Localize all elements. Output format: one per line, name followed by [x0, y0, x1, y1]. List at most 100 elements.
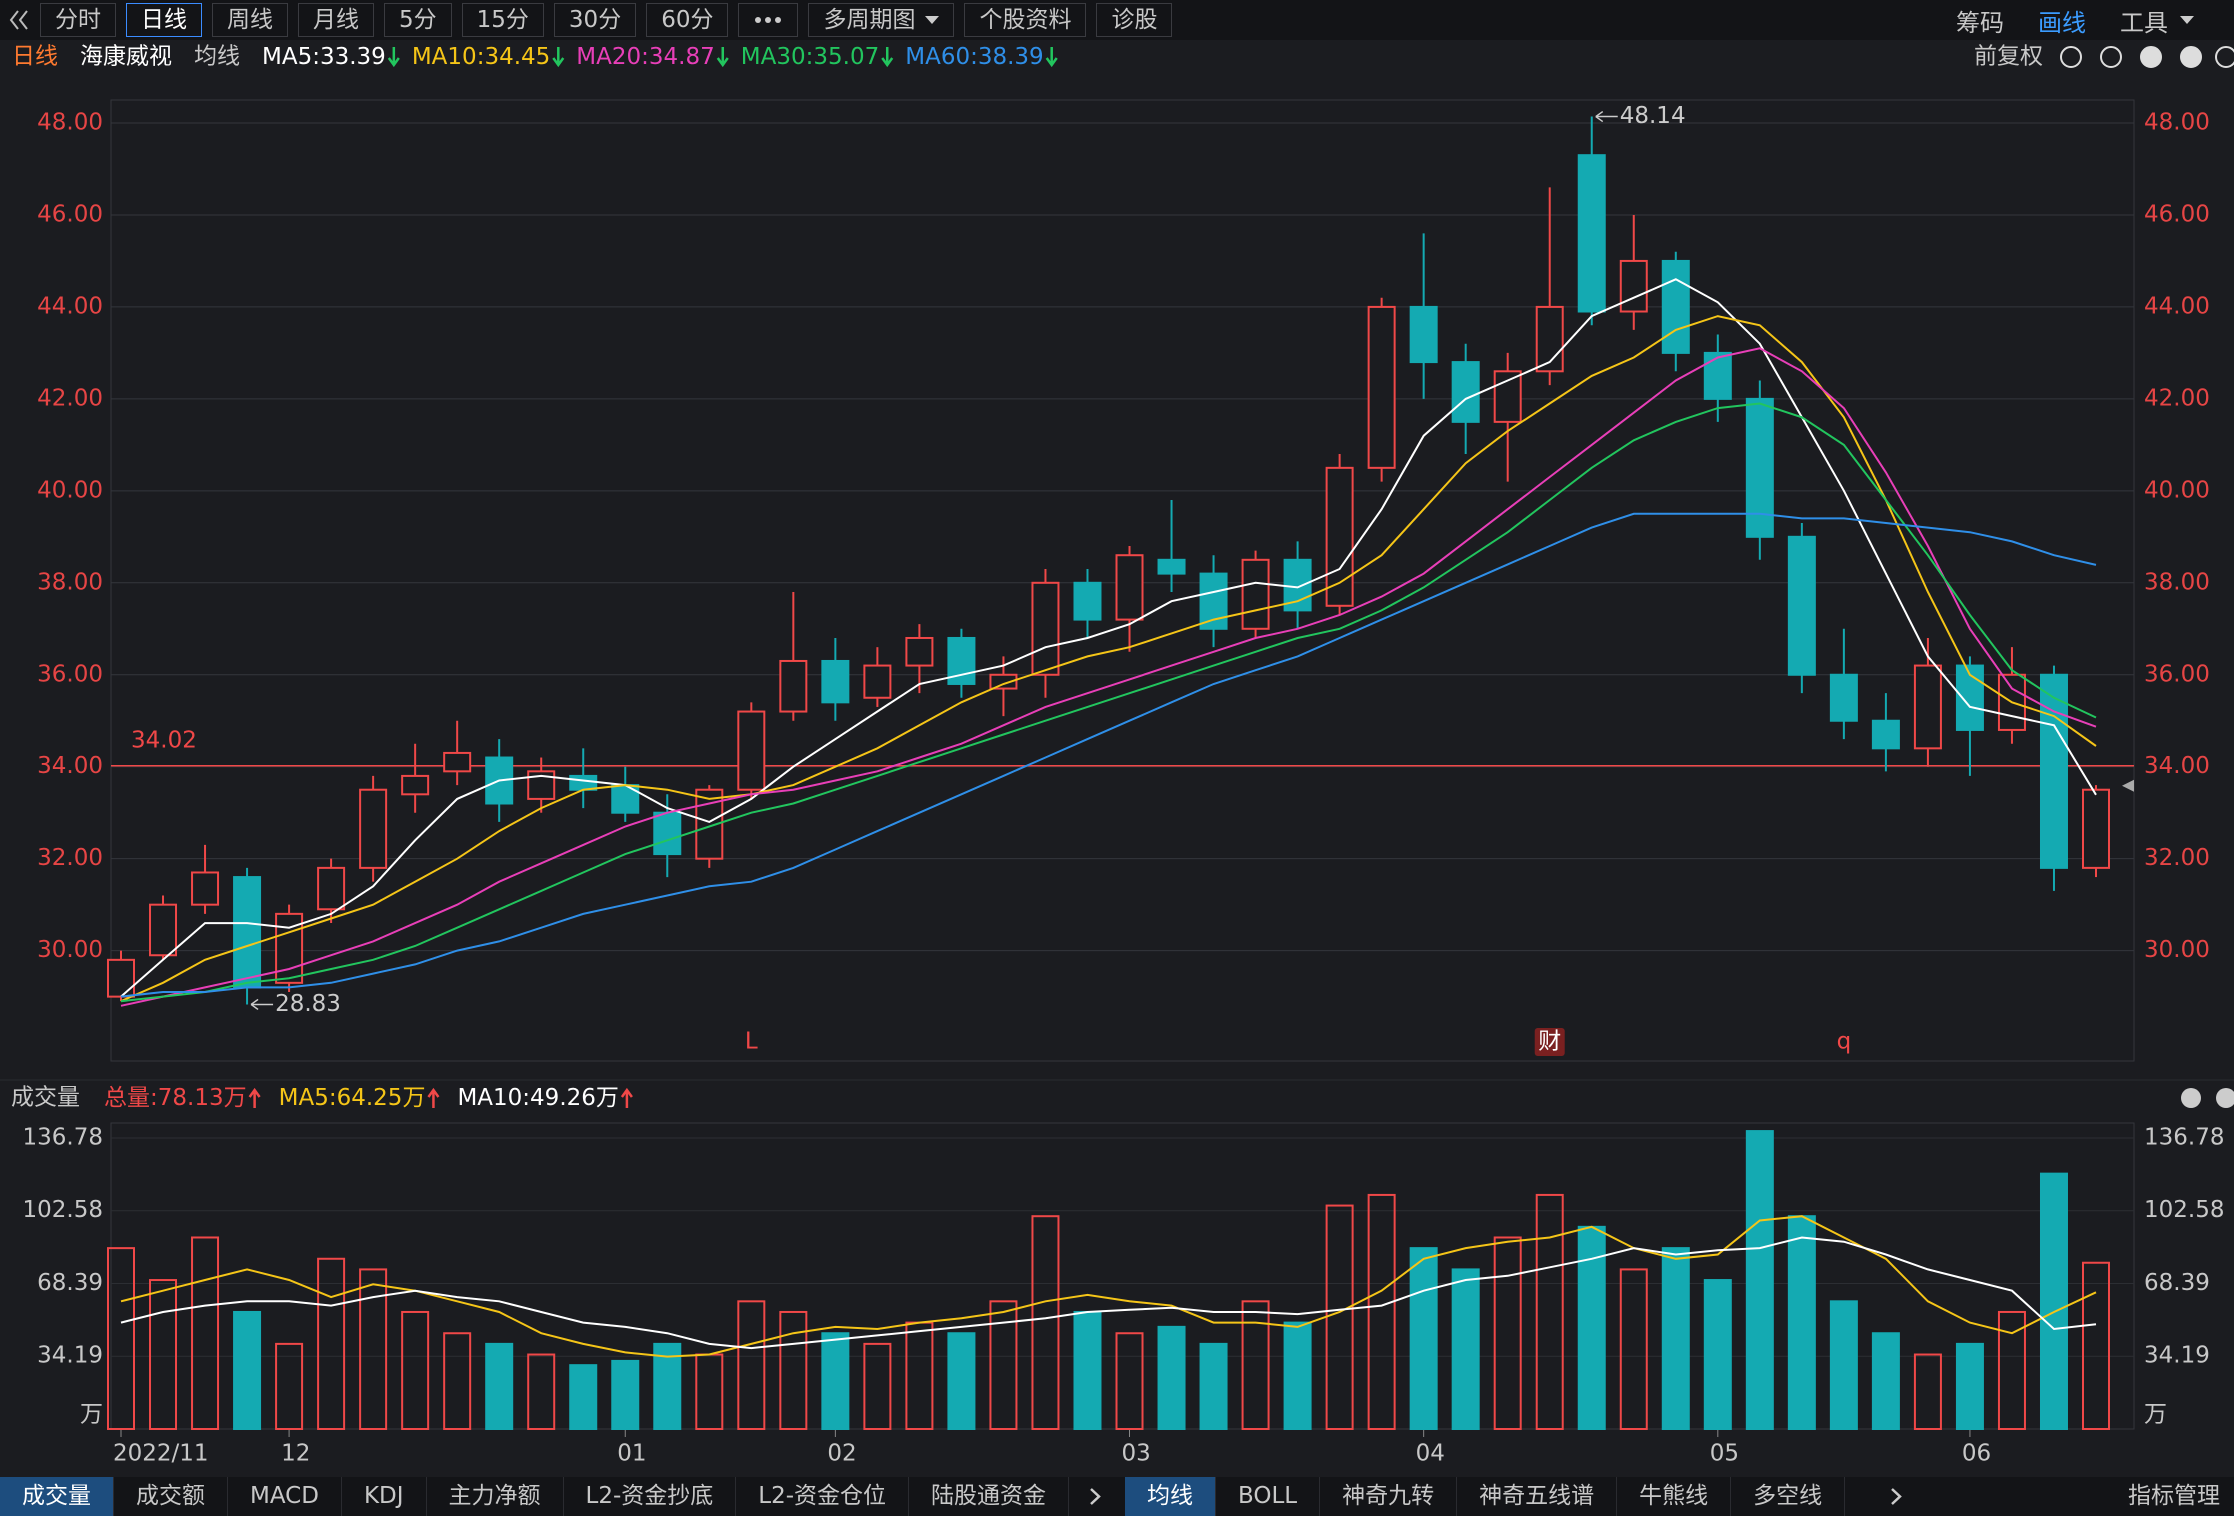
period-tab[interactable]: 15分: [461, 3, 544, 37]
volume-bar: [569, 1364, 598, 1431]
volume-bar: [1745, 1130, 1774, 1430]
indicator-manage[interactable]: 指标管理: [2128, 1483, 2220, 1509]
candle-body: [1871, 719, 1900, 750]
chart-tool[interactable]: [2140, 46, 2162, 68]
candle-body: [1157, 558, 1186, 575]
period-tab[interactable]: 分时: [40, 3, 116, 37]
indicator-tab[interactable]: KDJ: [342, 1477, 427, 1516]
period-tab[interactable]: 30分: [553, 3, 637, 37]
legend-item: MA10:49.26万: [457, 1085, 618, 1111]
volume-bar: [611, 1359, 640, 1430]
legend-value: 34.87: [649, 44, 715, 70]
icon[interactable]: [2180, 15, 2194, 25]
volume-bar: [1619, 1268, 1648, 1430]
period-tab[interactable]: 日线: [126, 3, 202, 37]
volume-bar: [275, 1342, 304, 1431]
x-tick-label: 05: [1710, 1441, 1739, 1467]
overlay-tab[interactable]: 多空线: [1731, 1477, 1846, 1516]
volume-bar: [1493, 1236, 1522, 1430]
legend-name: MA30: [741, 44, 806, 70]
volume-title: 成交量: [11, 1085, 80, 1111]
y-tick-label: 30.00: [37, 937, 103, 963]
candle-body: [905, 636, 934, 667]
overlay-tabs: 均线 BOLL 神奇九转 神奇五线谱 牛熊线 多空线: [1125, 1477, 1846, 1516]
price-frame: [110, 99, 2135, 1062]
chart-tool[interactable]: [2100, 46, 2122, 68]
toolbar-link[interactable]: 筹码: [1956, 8, 2004, 37]
toolbar: 分时 日线 周线 月线 5分 15分 30分 60分 多周期图 个股资料 诊股: [0, 0, 2234, 40]
extreme-arrow: [1595, 110, 1618, 123]
volume-bar: [1787, 1215, 1816, 1431]
more-tab[interactable]: [738, 3, 799, 37]
volume-bar: [1157, 1325, 1186, 1431]
chart-tool[interactable]: [2180, 46, 2202, 68]
volume-bar: [1325, 1204, 1354, 1431]
candle-body: [779, 659, 808, 713]
reference-label: 34.02: [131, 727, 197, 753]
period-tab[interactable]: 60分: [646, 3, 729, 37]
y2-tick-label: 32.00: [2144, 845, 2210, 871]
overlay-tab[interactable]: 神奇五线谱: [1457, 1477, 1618, 1516]
volume-bar: [1451, 1268, 1480, 1430]
toolbar-link[interactable]: 画线: [2038, 8, 2086, 37]
indicator-tab[interactable]: 陆股通资金: [909, 1477, 1070, 1516]
x-tick-label: 03: [1122, 1441, 1151, 1467]
y2-tick-label: 102.58: [2144, 1197, 2224, 1223]
volume-bar: [443, 1332, 472, 1430]
volume-bar: [527, 1353, 556, 1431]
y2-tick-label: 40.00: [2144, 477, 2210, 503]
panel-tool[interactable]: [2216, 1088, 2234, 1108]
candle-body: [1913, 664, 1942, 750]
chart-tool[interactable]: [2215, 46, 2234, 68]
overlay-tab[interactable]: 神奇九转: [1320, 1477, 1458, 1516]
candle-body: [443, 751, 472, 773]
y2-tick-label: 42.00: [2144, 385, 2210, 411]
period-tab[interactable]: 5分: [384, 3, 452, 37]
indicator-tab[interactable]: 成交额: [114, 1477, 228, 1516]
overlay-tab[interactable]: 牛熊线: [1617, 1477, 1732, 1516]
period-tab[interactable]: 周线: [212, 3, 288, 37]
period-tab[interactable]: 个股资料: [964, 3, 1087, 37]
ma-line: [120, 315, 2097, 1003]
marker-box: [1534, 1028, 1565, 1056]
y2-tick-label: 136.78: [2144, 1124, 2224, 1150]
volume-bar: [317, 1257, 346, 1430]
indicator-tab[interactable]: L2-资金仓位: [736, 1477, 910, 1516]
icon[interactable]: [1886, 1477, 1906, 1516]
icon[interactable]: [1085, 1477, 1105, 1516]
candle-body: [317, 866, 346, 911]
toolbar-link[interactable]: 工具: [2120, 3, 2194, 38]
event-marker: q: [1837, 1029, 1852, 1055]
ma-line: [120, 278, 2097, 998]
trend-arrow: [1045, 47, 1058, 68]
overlay-tab[interactable]: 均线: [1125, 1477, 1216, 1516]
candle-body: [149, 903, 178, 957]
legend-value: 35.07: [813, 44, 879, 70]
volume-bar: [1199, 1342, 1228, 1431]
volume-bar: [1871, 1332, 1900, 1430]
indicator-tab[interactable]: 主力净额: [427, 1477, 564, 1516]
y2-tick-label: 30.00: [2144, 937, 2210, 963]
period-tab[interactable]: 多周期图: [808, 3, 955, 37]
indicator-tab[interactable]: 成交量: [0, 1477, 114, 1516]
icon[interactable]: [8, 5, 30, 35]
indicator-tab[interactable]: L2-资金抄底: [564, 1477, 737, 1516]
candle-body: [1703, 351, 1732, 400]
candle-body: [359, 788, 388, 869]
overlay-tab[interactable]: BOLL: [1216, 1477, 1321, 1516]
y-tick-label: 34.00: [37, 753, 103, 779]
y-tick-label: 42.00: [37, 385, 103, 411]
indicator-tab[interactable]: MACD: [228, 1477, 342, 1516]
legend-separator: :: [641, 44, 649, 70]
period-tab[interactable]: 诊股: [1096, 3, 1173, 37]
panel-tool[interactable]: [2181, 1088, 2201, 1108]
icon[interactable]: [753, 15, 783, 25]
volume-bar: [1535, 1193, 1564, 1431]
volume-bar: [1703, 1279, 1732, 1430]
candle-body: [569, 774, 598, 791]
volume-bar: [1031, 1215, 1060, 1431]
volume-bar: [485, 1342, 514, 1431]
icon[interactable]: [925, 15, 940, 25]
chart-tool[interactable]: [2060, 46, 2082, 68]
period-tab[interactable]: 月线: [298, 3, 374, 37]
